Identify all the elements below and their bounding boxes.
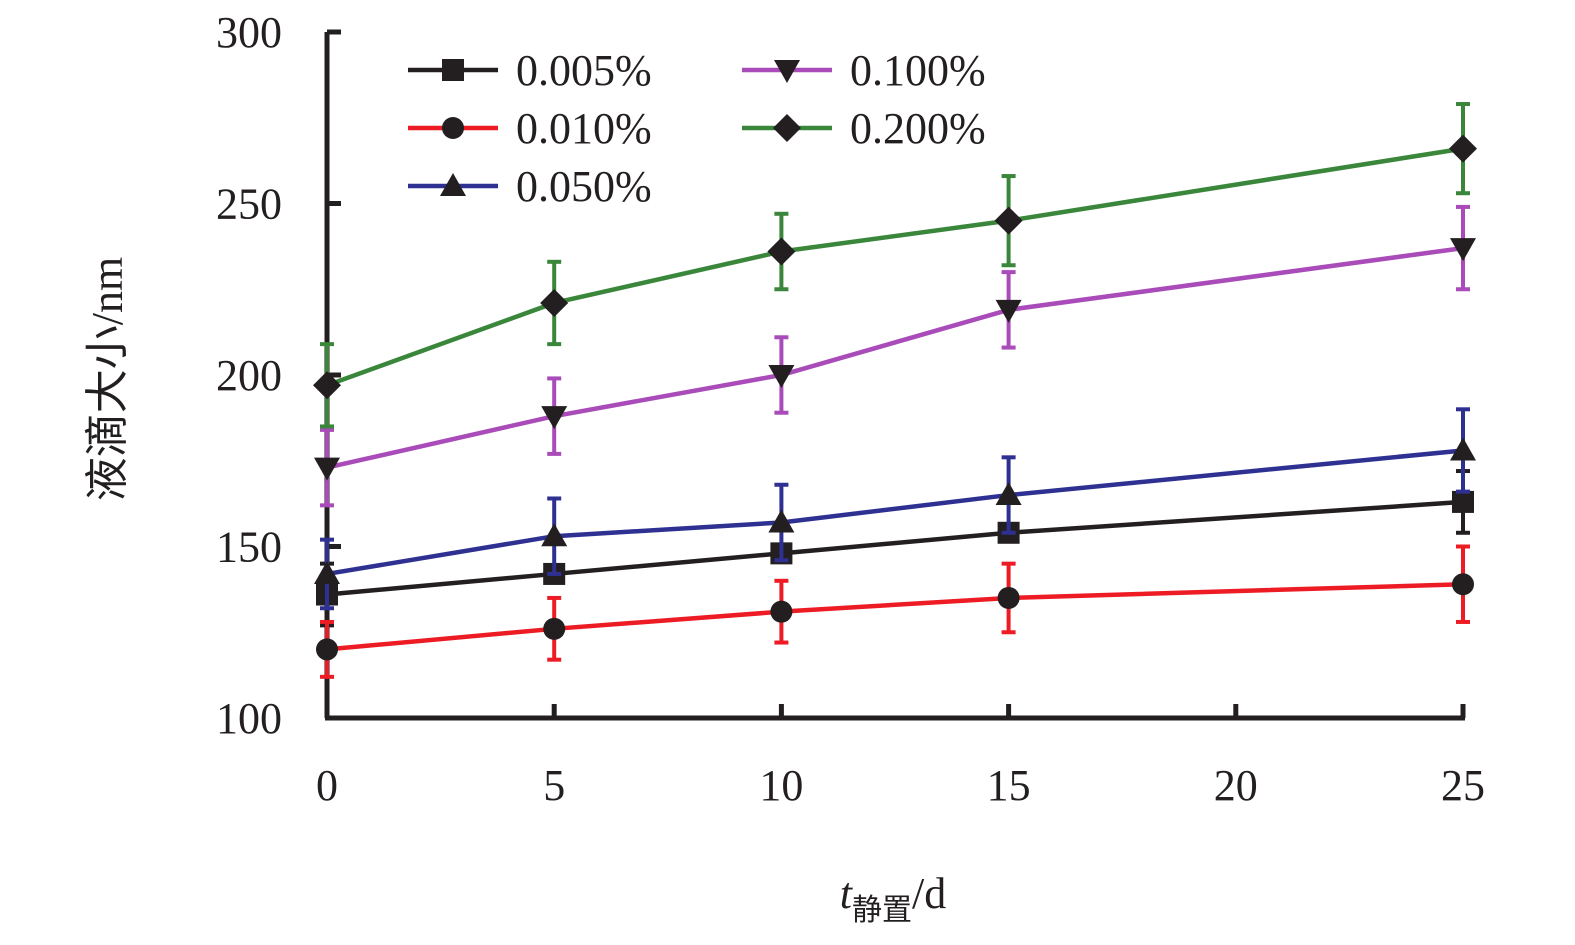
data-point bbox=[314, 560, 340, 584]
x-tick-label: 0 bbox=[316, 761, 338, 810]
x-tick-label: 20 bbox=[1214, 761, 1258, 810]
data-point bbox=[994, 206, 1023, 235]
series-line bbox=[326, 245, 1464, 470]
data-point bbox=[1450, 437, 1476, 461]
y-tick-label: 200 bbox=[216, 351, 282, 400]
legend-marker bbox=[442, 59, 464, 81]
legend-label: 0.005% bbox=[516, 46, 652, 95]
axes: 100 150 200 250 300 0 5 10 15 20 25 bbox=[216, 8, 1485, 810]
x-axis-label: t静置/d bbox=[840, 869, 946, 927]
legend-marker bbox=[440, 173, 466, 196]
series-layer bbox=[313, 102, 1477, 679]
legend: 0.005% 0.010% 0.050% 0.100% 0.200% bbox=[408, 46, 986, 211]
data-point bbox=[541, 406, 568, 430]
legend-marker bbox=[442, 117, 464, 139]
data-point bbox=[768, 509, 795, 533]
series-line bbox=[326, 499, 1464, 597]
x-tick-label: 10 bbox=[759, 761, 803, 810]
data-point bbox=[767, 237, 796, 266]
legend-item-0.050%: 0.050% bbox=[408, 162, 652, 211]
series-0.100% bbox=[314, 204, 1476, 508]
series-0.050% bbox=[314, 407, 1476, 611]
data-point bbox=[1452, 573, 1474, 596]
data-point bbox=[540, 288, 569, 317]
data-point bbox=[316, 638, 338, 661]
data-point bbox=[1450, 238, 1476, 262]
data-point bbox=[541, 523, 568, 547]
legend-label: 0.050% bbox=[516, 162, 652, 211]
y-tick-label: 100 bbox=[216, 694, 282, 743]
series-line bbox=[326, 581, 1464, 652]
x-tick-label: 5 bbox=[543, 761, 565, 810]
data-point bbox=[995, 482, 1022, 506]
data-point bbox=[313, 371, 341, 400]
y-axis-label: 液滴大小/nm bbox=[83, 257, 132, 501]
legend-item-0.010%: 0.010% bbox=[408, 104, 652, 153]
x-tick-label: 15 bbox=[987, 761, 1031, 810]
legend-label: 0.200% bbox=[850, 104, 986, 153]
legend-item-0.100%: 0.100% bbox=[742, 46, 986, 95]
data-point bbox=[768, 365, 795, 388]
y-tick-label: 250 bbox=[216, 180, 282, 229]
data-point bbox=[995, 299, 1022, 323]
legend-label: 0.010% bbox=[516, 104, 652, 153]
data-point bbox=[314, 457, 340, 481]
y-tick-label: 300 bbox=[216, 8, 282, 57]
legend-label: 0.100% bbox=[850, 46, 986, 95]
data-point bbox=[770, 600, 793, 623]
legend-item-0.005%: 0.005% bbox=[408, 46, 652, 95]
x-axis-label-var: t bbox=[840, 869, 854, 918]
legend-marker bbox=[773, 114, 801, 142]
series-0.200% bbox=[313, 102, 1477, 429]
data-point bbox=[1452, 490, 1474, 513]
data-point bbox=[1449, 134, 1477, 163]
series-0.010% bbox=[316, 544, 1474, 679]
x-axis-label-unit: /d bbox=[912, 869, 946, 918]
data-point bbox=[997, 586, 1020, 609]
x-axis-label-sub: 静置 bbox=[852, 894, 912, 927]
x-tick-label: 25 bbox=[1441, 761, 1485, 810]
legend-item-0.200%: 0.200% bbox=[742, 104, 986, 153]
data-point bbox=[543, 617, 566, 640]
legend-marker bbox=[774, 60, 800, 83]
y-tick-label: 150 bbox=[216, 523, 282, 572]
